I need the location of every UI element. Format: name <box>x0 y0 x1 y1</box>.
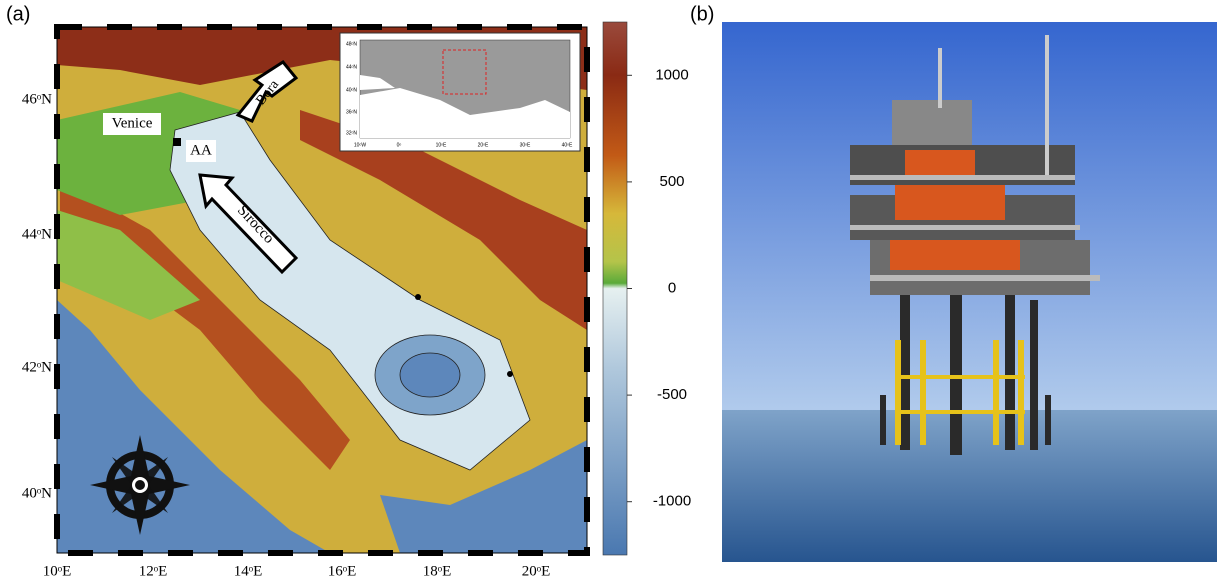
inset-lat-label: 32ᵒN <box>346 130 357 136</box>
lon-label: 14ᵒE <box>234 563 262 579</box>
figure: (a) (b) V <box>0 0 1217 582</box>
place-label: AA <box>190 142 212 158</box>
lat-label: 42ᵒN <box>22 359 52 375</box>
colorbar-tick-label: 500 <box>659 173 684 190</box>
inset-lat-label: 36ᵒN <box>346 109 357 115</box>
inset-lon-label: 10ᵒE <box>436 142 447 148</box>
map <box>57 27 587 553</box>
lon-label: 10ᵒE <box>43 563 71 579</box>
panel-label: (b) <box>690 3 714 25</box>
place-label: Venice <box>112 115 153 131</box>
inset-lat-label: 44ᵒN <box>346 64 357 70</box>
inset-lon-label: 30ᵒE <box>520 142 531 148</box>
colorbar-tick-label: -1000 <box>653 493 691 510</box>
colorbar <box>603 22 627 555</box>
panel-label: (a) <box>6 3 30 25</box>
inset-lon-label: 10ᵒW <box>354 142 366 148</box>
colorbar-tick-label: -500 <box>657 386 687 403</box>
lat-label: 44ᵒN <box>22 226 52 242</box>
lon-label: 18ᵒE <box>423 563 451 579</box>
lon-label: 12ᵒE <box>139 563 167 579</box>
inset-lon-label: 40ᵒE <box>562 142 573 148</box>
inset-lat-label: 48ᵒN <box>346 41 357 47</box>
lat-label: 46ᵒN <box>22 91 52 107</box>
colorbar-tick-label: 1000 <box>655 66 688 83</box>
lon-label: 20ᵒE <box>522 563 550 579</box>
colorbar-tick-label: 0 <box>668 279 676 296</box>
inset-lat-label: 40ᵒN <box>346 87 357 93</box>
lat-label: 40ᵒN <box>22 485 52 501</box>
inset-lon-label: 0ᵒ <box>397 142 402 148</box>
inset-lon-label: 20ᵒE <box>478 142 489 148</box>
lon-label: 16ᵒE <box>328 563 356 579</box>
platform-photo <box>722 22 1217 562</box>
